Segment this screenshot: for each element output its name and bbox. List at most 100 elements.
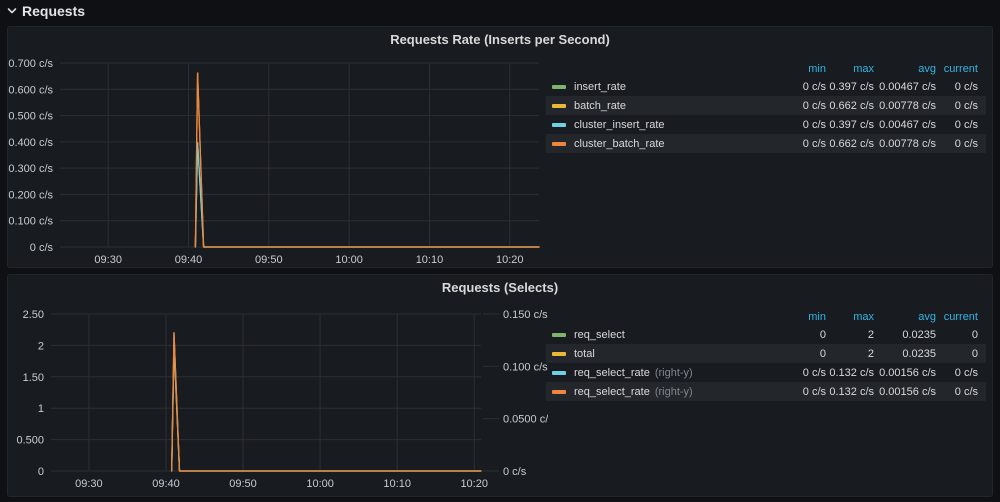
timeseries-chart-inserts[interactable]: 0.700 c/s 0.600 c/s 0.500 c/s 0.400 c/s 0.30… [8, 51, 548, 267]
panel-title[interactable]: Requests (Selects) [441, 280, 559, 295]
legend-stat-max: 0.397 c/s [829, 118, 874, 131]
y-axis-tick-label: 0.300 c/s [8, 163, 53, 175]
legend-stat-min: 0 c/s [802, 80, 826, 93]
legend-stat-current: 0 c/s [954, 137, 978, 150]
row-title: Requests [22, 3, 86, 19]
legend-stat-current: 0 c/s [954, 118, 978, 131]
panel-requests-selects: Requests (Selects) 2.50 2 1.50 1 0.500 0 09:30… [7, 274, 993, 497]
legend-stat-avg: 0.00778 c/s [879, 99, 936, 112]
legend-stat-current: 0 c/s [954, 366, 978, 379]
y-axis-tick-label: 0 [38, 466, 44, 478]
legend-series-batch_rate[interactable]: batch_rate [552, 100, 776, 112]
y-axis-tick-label: 2.50 [23, 309, 44, 321]
legend-series-name: batch_rate [574, 99, 626, 112]
panel-title[interactable]: Requests Rate (Inserts per Second) [390, 32, 610, 47]
legend-stat-current: 0 [971, 347, 978, 360]
right-y-axis-tick-label: 0.0500 c/s [503, 414, 548, 426]
legend-stat-max: 0.397 c/s [829, 80, 874, 93]
legend-series-cluster_insert_rate[interactable]: cluster_insert_rate [552, 119, 776, 131]
legend-stat-avg: 0.0235 [902, 347, 936, 360]
y-axis-tick-label: 0.100 c/s [8, 216, 53, 228]
series-line-req_select_rate [171, 332, 482, 472]
legend-header-min[interactable]: min [808, 311, 826, 323]
legend-header-row: min max avg current [546, 309, 986, 325]
legend-swatch-icon [552, 122, 566, 127]
y-axis-tick-label: 2 [38, 340, 44, 352]
panel-content: 2.50 2 1.50 1 0.500 0 09:30 09:40 09:50 10:00 10:1… [8, 299, 992, 496]
legend-stat-max: 0.662 c/s [829, 137, 874, 150]
x-axis-tick-label: 10:20 [496, 254, 524, 266]
legend-table: min max avg current req_select 0 2 0.0235 0 total… [546, 309, 986, 401]
legend-header-avg[interactable]: avg [918, 311, 936, 323]
right-y-axis-tick-label: 0.150 c/s [503, 309, 548, 321]
series-line-cluster_batch_rate [194, 72, 540, 248]
x-axis-tick-label: 09:40 [152, 478, 180, 490]
legend-stat-avg: 0.00467 c/s [879, 80, 936, 93]
legend-header-min[interactable]: min [808, 63, 826, 75]
legend-series-req_select_rate[interactable]: req_select_rate (right-y) [552, 386, 776, 398]
legend-series-req_select[interactable]: req_select [552, 329, 776, 341]
right-y-axis-tick-label: 0.100 c/s [503, 361, 548, 373]
panel-requests-rate: Requests Rate (Inserts per Second) 0.700… [7, 26, 993, 268]
x-axis-tick-label: 10:00 [306, 478, 334, 490]
legend-header-current[interactable]: current [943, 311, 978, 323]
legend-stat-max: 0.132 c/s [829, 385, 874, 398]
legend-header-avg[interactable]: avg [918, 63, 936, 75]
chevron-down-icon [7, 8, 17, 14]
y-axis-tick-label: 1 [38, 403, 44, 415]
legend-series-insert_rate[interactable]: insert_rate [552, 81, 776, 93]
legend-swatch-icon [552, 389, 566, 394]
legend-swatch-icon [552, 141, 566, 146]
legend-row: batch_rate 0 c/s 0.662 c/s 0.00778 c/s 0 c/s [546, 96, 986, 115]
legend-stat-min: 0 [819, 328, 826, 341]
x-axis-tick-label: 10:00 [335, 254, 363, 266]
legend-stat-avg: 0.00778 c/s [879, 137, 936, 150]
panel-content: 0.700 c/s 0.600 c/s 0.500 c/s 0.400 c/s 0.30… [8, 51, 992, 267]
legend-series-req_select_rate[interactable]: req_select_rate (right-y) [552, 367, 776, 379]
legend-series-suffix: (right-y) [654, 366, 693, 379]
legend-series-total[interactable]: total [552, 348, 776, 360]
dashboard-row-requests[interactable]: Requests [6, 1, 85, 21]
legend-row: req_select_rate (right-y) 0 c/s 0.132 c/s 0.… [546, 382, 986, 401]
legend-stat-avg: 0.00156 c/s [879, 366, 936, 379]
legend-swatch-icon [552, 370, 566, 375]
legend-stat-current: 0 c/s [954, 80, 978, 93]
legend-table: min max avg current insert_rate 0 c/s 0.397 c/… [546, 61, 986, 153]
legend-series-name: req_select_rate [574, 385, 650, 398]
legend-row: insert_rate 0 c/s 0.397 c/s 0.00467 c/s 0 c/… [546, 77, 986, 96]
legend-row: req_select_rate (right-y) 0 c/s 0.132 c/s 0.… [546, 363, 986, 382]
x-axis-tick-label: 09:50 [255, 254, 283, 266]
legend-row: req_select 0 2 0.0235 0 [546, 325, 986, 344]
legend-stat-min: 0 c/s [802, 99, 826, 112]
legend-series-cluster_batch_rate[interactable]: cluster_batch_rate [552, 138, 776, 150]
x-axis-tick-label: 09:50 [229, 478, 257, 490]
legend-series-suffix: (right-y) [654, 385, 693, 398]
legend-header-max[interactable]: max [853, 63, 874, 75]
legend-series-name: cluster_batch_rate [574, 137, 665, 150]
legend-stat-avg: 0.00156 c/s [879, 385, 936, 398]
legend-stat-avg: 0.0235 [902, 328, 936, 341]
legend-stat-current: 0 c/s [954, 385, 978, 398]
legend-stat-max: 2 [867, 347, 874, 360]
legend-row: cluster_insert_rate 0 c/s 0.397 c/s 0.00467… [546, 115, 986, 134]
legend-swatch-icon [552, 332, 566, 337]
legend-header-row: min max avg current [546, 61, 986, 77]
legend-series-name: req_select [574, 328, 625, 341]
legend-header-current[interactable]: current [943, 63, 978, 75]
legend-stat-min: 0 c/s [802, 385, 826, 398]
y-axis-tick-label: 0.400 c/s [8, 137, 53, 149]
legend-stat-max: 2 [867, 328, 874, 341]
legend-header-max[interactable]: max [853, 311, 874, 323]
legend-stat-current: 0 c/s [954, 99, 978, 112]
legend-row: total 0 2 0.0235 0 [546, 344, 986, 363]
y-axis-tick-label: 0.500 c/s [8, 111, 53, 123]
y-axis-tick-label: 0.700 c/s [8, 58, 53, 70]
legend-stat-avg: 0.00467 c/s [879, 118, 936, 131]
y-axis-tick-label: 0.200 c/s [8, 189, 53, 201]
x-axis-tick-label: 10:10 [383, 478, 411, 490]
x-axis-tick-label: 09:30 [75, 478, 103, 490]
x-axis-tick-label: 10:20 [460, 478, 488, 490]
timeseries-chart-selects[interactable]: 2.50 2 1.50 1 0.500 0 09:30 09:40 09:50 10:00 10:1… [8, 299, 548, 496]
legend-swatch-icon [552, 351, 566, 356]
legend-stat-min: 0 c/s [802, 366, 826, 379]
